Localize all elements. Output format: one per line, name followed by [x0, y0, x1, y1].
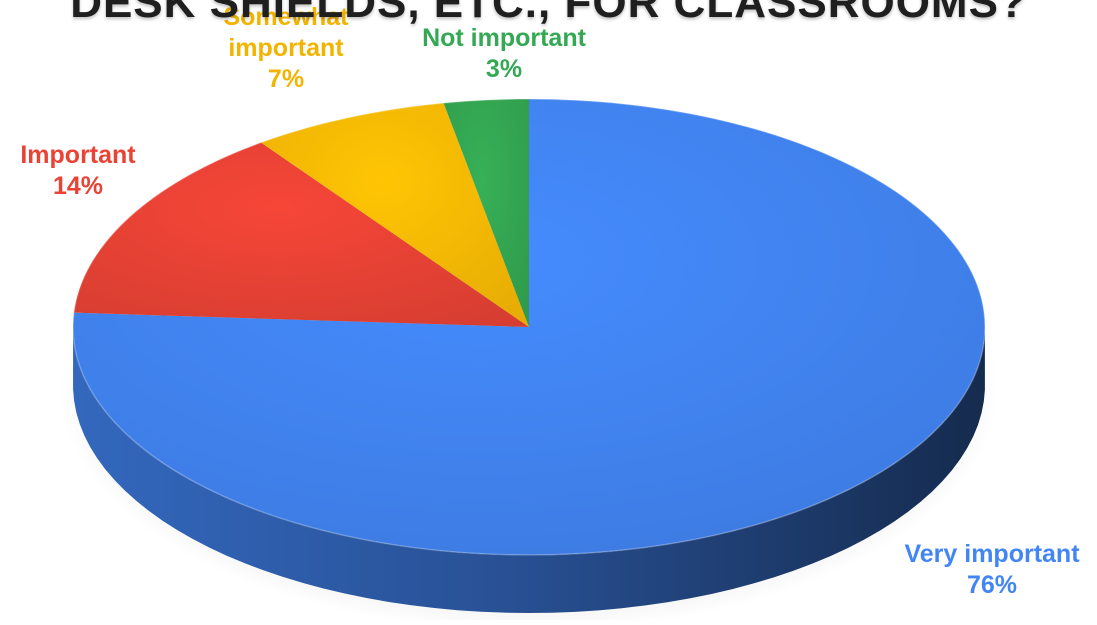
pie-side-very-important — [73, 330, 985, 613]
pie-rim — [72, 98, 986, 556]
pie-slice-very-important — [73, 99, 985, 555]
pie-slice-somewhat-important — [260, 103, 529, 327]
data-label-important: Important 14% — [20, 141, 136, 200]
pie-slice-important — [73, 142, 530, 327]
pie-slice-not-important — [443, 99, 529, 327]
data-label-somewhat-important: Somewhat important 7% — [223, 3, 349, 93]
data-label-very-important: Very important 76% — [904, 540, 1080, 599]
chart-title: DESK SHIELDS, ETC., FOR CLASSROOMS? — [70, 0, 1027, 27]
data-label-not-important: Not important 3% — [422, 24, 587, 83]
